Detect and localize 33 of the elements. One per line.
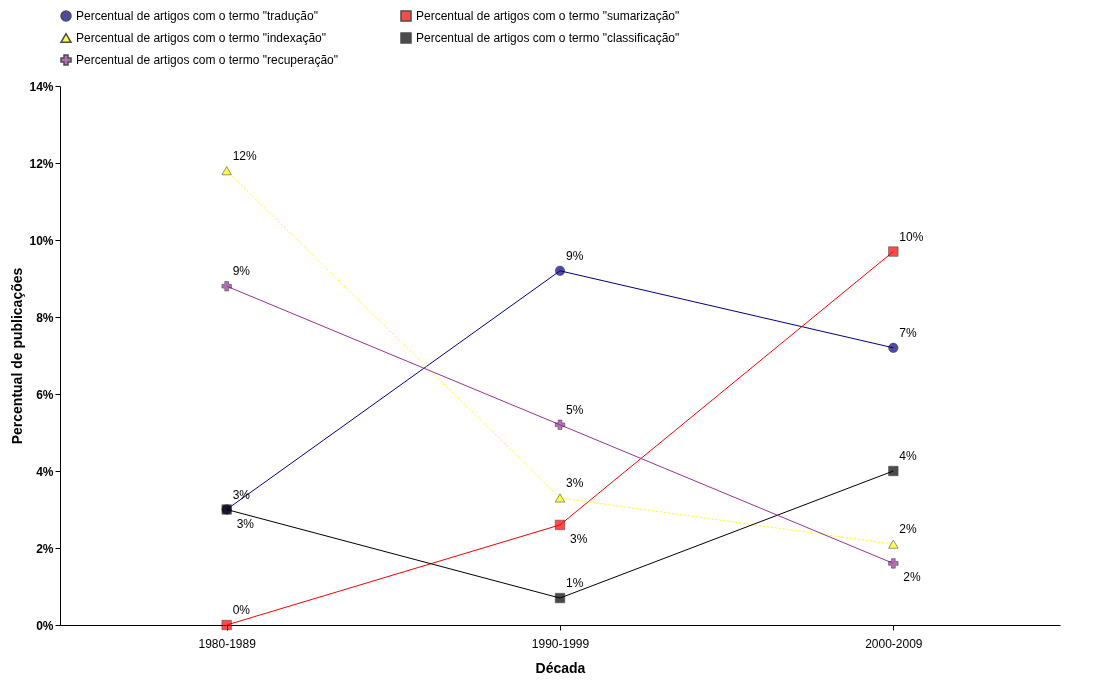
data-label: 5% [566, 402, 584, 417]
data-label: 3% [566, 475, 584, 490]
legend-label: Percentual de artigos com o termo "sumarização" [416, 9, 680, 23]
data-label: 3% [236, 516, 255, 531]
y-tick-label: 12% [29, 156, 54, 171]
y-tick-label: 0% [36, 618, 54, 633]
legend-label: Percentual de artigos com o termo "tradução" [76, 9, 318, 23]
data-label: 10% [899, 229, 924, 244]
data-label: 2% [903, 570, 922, 585]
data-label: 9% [232, 264, 251, 279]
y-tick-label: 8% [36, 310, 54, 325]
x-tick-label: 1990-1999 [531, 636, 590, 651]
data-label: 12% [232, 148, 258, 163]
data-label: 7% [899, 325, 918, 340]
x-tick-label: 1980-1989 [198, 636, 257, 651]
data-label: 2% [899, 522, 918, 537]
data-label: 3% [570, 531, 588, 546]
y-tick-label: 10% [29, 233, 54, 248]
data-label: 4% [899, 449, 918, 463]
y-tick-label: 14% [29, 79, 54, 94]
y-tick-label: 2% [36, 541, 54, 556]
data-label: 1% [566, 576, 584, 591]
data-label: 3% [232, 487, 251, 502]
y-axis-title: Percentual de publicações [9, 267, 26, 445]
y-tick-label: 6% [36, 387, 54, 402]
legend-label: Percentual de artigos com o termo "recuperação" [76, 53, 338, 67]
data-label: 0% [232, 603, 251, 617]
legend-label: Percentual de artigos com o termo "indexação" [76, 31, 326, 45]
data-label: 9% [566, 248, 584, 263]
y-tick-label: 4% [36, 464, 54, 479]
legend-label: Percentual de artigos com o termo "classificação" [416, 31, 680, 45]
x-axis-title: Década [535, 659, 586, 676]
x-tick-label: 2000-2009 [865, 636, 923, 651]
